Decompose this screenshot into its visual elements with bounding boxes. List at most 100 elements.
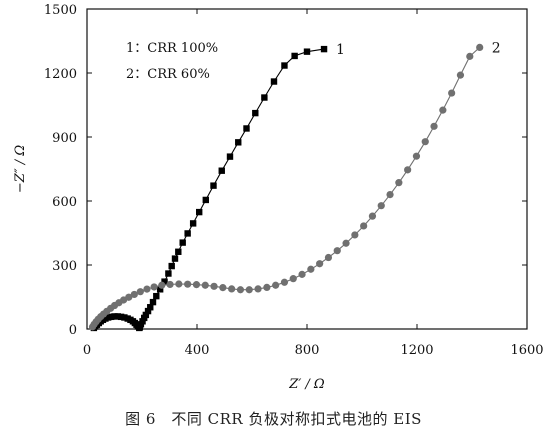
data-point [149, 298, 157, 306]
data-point [111, 313, 118, 320]
data-point [430, 122, 438, 130]
data-point [184, 230, 191, 237]
data-point [466, 52, 474, 60]
data-point [121, 314, 128, 321]
legend-entry-1: 1：CRR 100% [126, 41, 218, 56]
data-point [228, 285, 236, 293]
data-point [360, 222, 368, 230]
data-point [342, 239, 350, 247]
legend: 1：CRR 100% 2：CRR 60% [126, 41, 218, 82]
data-point [236, 286, 245, 294]
series-2 [88, 43, 484, 331]
data-point [175, 248, 182, 255]
eis-chart: 0 400 800 1200 1600 0 300 600 900 1200 1500 1：CRR … [13, 3, 544, 392]
data-point [261, 94, 268, 101]
y-tick-label: 1500 [44, 3, 77, 18]
data-point [303, 48, 311, 55]
y-axis-title: −Z″ / Ω [13, 145, 28, 193]
data-point [281, 62, 288, 69]
data-point [150, 283, 158, 291]
data-point [143, 285, 151, 293]
x-tick-label: 0 [83, 343, 91, 358]
data-point [289, 275, 297, 283]
data-point [324, 253, 333, 262]
data-point [439, 106, 447, 114]
data-point [307, 265, 315, 273]
data-point [219, 284, 227, 292]
data-point [142, 311, 150, 319]
data-point [202, 196, 209, 204]
x-axis-title: Z′ / Ω [288, 377, 325, 392]
y-tick-label: 0 [69, 323, 77, 338]
data-point [476, 43, 484, 52]
x-tick-label: 1600 [510, 343, 543, 358]
data-point [156, 286, 164, 293]
data-point [210, 182, 217, 189]
data-point [114, 313, 121, 320]
data-point [175, 280, 183, 288]
data-point [404, 166, 412, 174]
data-point [226, 153, 234, 160]
axis-ticks [86, 8, 528, 330]
data-point [368, 212, 377, 220]
data-point [333, 247, 341, 255]
data-point [130, 290, 138, 299]
data-point [108, 313, 115, 321]
data-point [136, 288, 144, 296]
axis-labels: 0 400 800 1200 1600 0 300 600 900 1200 1500 [44, 3, 544, 358]
data-point [139, 318, 146, 325]
data-point [245, 286, 253, 294]
data-point [168, 262, 175, 270]
data-point [144, 307, 152, 315]
data-point [263, 283, 271, 291]
data-point [412, 152, 421, 160]
x-tick-label: 800 [295, 343, 320, 358]
data-point [117, 313, 125, 321]
data-point [320, 45, 328, 53]
data-point [243, 125, 250, 132]
data-point [165, 270, 172, 277]
data-point [218, 167, 225, 174]
data-point [254, 285, 262, 293]
y-tick-label: 1200 [44, 67, 77, 82]
data-point [184, 280, 192, 288]
data-point [196, 208, 203, 216]
data-point [270, 78, 278, 85]
data-point [377, 202, 385, 210]
y-tick-label: 300 [52, 259, 77, 274]
legend-entry-2: 2：CRR 60% [126, 67, 210, 82]
data-point [421, 138, 429, 146]
series-tag-2: 2 [492, 40, 501, 56]
y-tick-label: 600 [52, 195, 77, 210]
data-point [189, 220, 197, 227]
data-point [456, 71, 465, 79]
data-point [395, 179, 403, 187]
x-tick-label: 400 [185, 343, 210, 358]
data-point [125, 293, 133, 301]
data-point [161, 278, 168, 285]
data-point [298, 270, 306, 278]
data-point [171, 255, 179, 262]
data-point [201, 281, 209, 289]
x-tick-label: 1200 [400, 343, 433, 358]
data-point [166, 280, 174, 289]
data-point [192, 281, 201, 289]
data-point [291, 52, 298, 60]
data-point [351, 231, 359, 239]
data-point [252, 109, 259, 117]
data-point [316, 260, 324, 268]
data-point [448, 89, 456, 97]
series-1 [90, 45, 328, 332]
data-point [280, 278, 289, 286]
series-layer [88, 43, 484, 332]
data-point [158, 281, 166, 289]
series-tag-1: 1 [336, 42, 345, 58]
data-point [153, 292, 160, 300]
data-point [386, 191, 394, 199]
data-point [235, 139, 242, 146]
plot-frame [86, 8, 528, 330]
data-point [179, 239, 186, 246]
data-point [210, 282, 218, 290]
data-point [147, 304, 154, 311]
figure-caption: 图 6 不同 CRR 负极对称扣式电池的 EIS [125, 410, 422, 428]
